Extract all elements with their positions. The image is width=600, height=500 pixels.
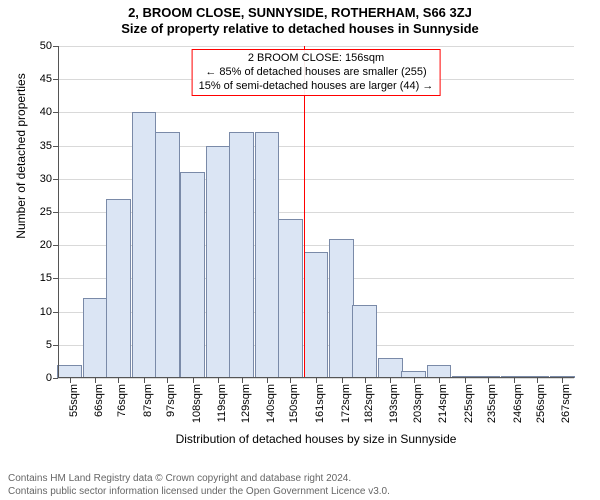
histogram-bar (304, 252, 329, 378)
x-tick-mark (70, 378, 71, 383)
x-tick-label: 76sqm (116, 384, 128, 417)
y-tick-mark (53, 312, 58, 313)
x-tick-label: 150sqm (288, 384, 300, 423)
annotation-line-2: ← 85% of detached houses are smaller (25… (199, 66, 434, 80)
x-tick-mark (562, 378, 563, 383)
x-tick-label: 193sqm (388, 384, 400, 423)
y-axis-label: Number of detached properties (14, 0, 28, 322)
x-tick-label: 97sqm (165, 384, 177, 417)
y-tick-mark (53, 278, 58, 279)
x-tick-label: 108sqm (191, 384, 203, 423)
x-tick-label: 129sqm (240, 384, 252, 423)
x-tick-label: 214sqm (437, 384, 449, 423)
histogram-bar (132, 112, 157, 378)
y-tick-mark (53, 112, 58, 113)
x-tick-mark (390, 378, 391, 383)
x-tick-label: 246sqm (512, 384, 524, 423)
annotation-box: 2 BROOM CLOSE: 156sqm← 85% of detached h… (192, 49, 441, 96)
y-tick-mark (53, 245, 58, 246)
histogram-bar (278, 219, 303, 378)
x-tick-mark (465, 378, 466, 383)
histogram-bar (255, 132, 280, 378)
y-tick-mark (53, 179, 58, 180)
annotation-line-1: 2 BROOM CLOSE: 156sqm (199, 52, 434, 66)
y-tick-mark (53, 212, 58, 213)
x-tick-mark (193, 378, 194, 383)
x-tick-mark (167, 378, 168, 383)
x-tick-label: 256sqm (535, 384, 547, 423)
x-tick-mark (95, 378, 96, 383)
y-tick-mark (53, 345, 58, 346)
x-tick-label: 66sqm (93, 384, 105, 417)
histogram-bar (155, 132, 180, 378)
x-tick-mark (414, 378, 415, 383)
x-tick-mark (218, 378, 219, 383)
x-tick-mark (514, 378, 515, 383)
plot-area: 2 BROOM CLOSE: 156sqm← 85% of detached h… (58, 46, 574, 378)
x-tick-mark (118, 378, 119, 383)
y-tick-mark (53, 46, 58, 47)
x-tick-mark (439, 378, 440, 383)
x-tick-label: 119sqm (216, 384, 228, 422)
histogram-bar (83, 298, 108, 378)
x-axis-label: Distribution of detached houses by size … (58, 432, 574, 446)
histogram-bar (352, 305, 377, 378)
x-tick-label: 203sqm (412, 384, 424, 423)
footer: Contains HM Land Registry data © Crown c… (0, 469, 600, 500)
y-tick-mark (53, 146, 58, 147)
x-tick-label: 161sqm (314, 384, 326, 423)
x-tick-mark (342, 378, 343, 383)
footer-line-1: Contains HM Land Registry data © Crown c… (8, 473, 592, 486)
histogram-bar (229, 132, 254, 378)
x-tick-mark (144, 378, 145, 383)
histogram-bar (206, 146, 231, 378)
y-tick-mark (53, 378, 58, 379)
annotation-line-3: 15% of semi-detached houses are larger (… (199, 80, 434, 94)
x-tick-mark (488, 378, 489, 383)
x-tick-label: 182sqm (363, 384, 375, 423)
histogram-bar (57, 365, 82, 378)
x-tick-mark (242, 378, 243, 383)
histogram-bar (378, 358, 403, 378)
histogram-bar (329, 239, 354, 378)
footer-line-2: Contains public sector information licen… (8, 486, 592, 499)
chart-title-2: Size of property relative to detached ho… (0, 21, 600, 39)
histogram-bar (180, 172, 205, 378)
x-tick-label: 55sqm (68, 384, 80, 417)
x-tick-label: 140sqm (265, 384, 277, 423)
x-tick-mark (316, 378, 317, 383)
x-tick-mark (537, 378, 538, 383)
x-tick-mark (267, 378, 268, 383)
y-tick-mark (53, 79, 58, 80)
chart-title-1: 2, BROOM CLOSE, SUNNYSIDE, ROTHERHAM, S6… (0, 0, 600, 21)
x-tick-mark (290, 378, 291, 383)
y-axis-line (58, 46, 59, 378)
histogram-bar (106, 199, 131, 378)
x-tick-label: 172sqm (340, 384, 352, 423)
x-tick-label: 267sqm (560, 384, 572, 423)
x-tick-mark (365, 378, 366, 383)
x-tick-label: 87sqm (142, 384, 154, 417)
gridline (58, 46, 574, 47)
histogram-bar (427, 365, 452, 378)
x-tick-label: 225sqm (463, 384, 475, 423)
x-tick-label: 235sqm (486, 384, 498, 423)
